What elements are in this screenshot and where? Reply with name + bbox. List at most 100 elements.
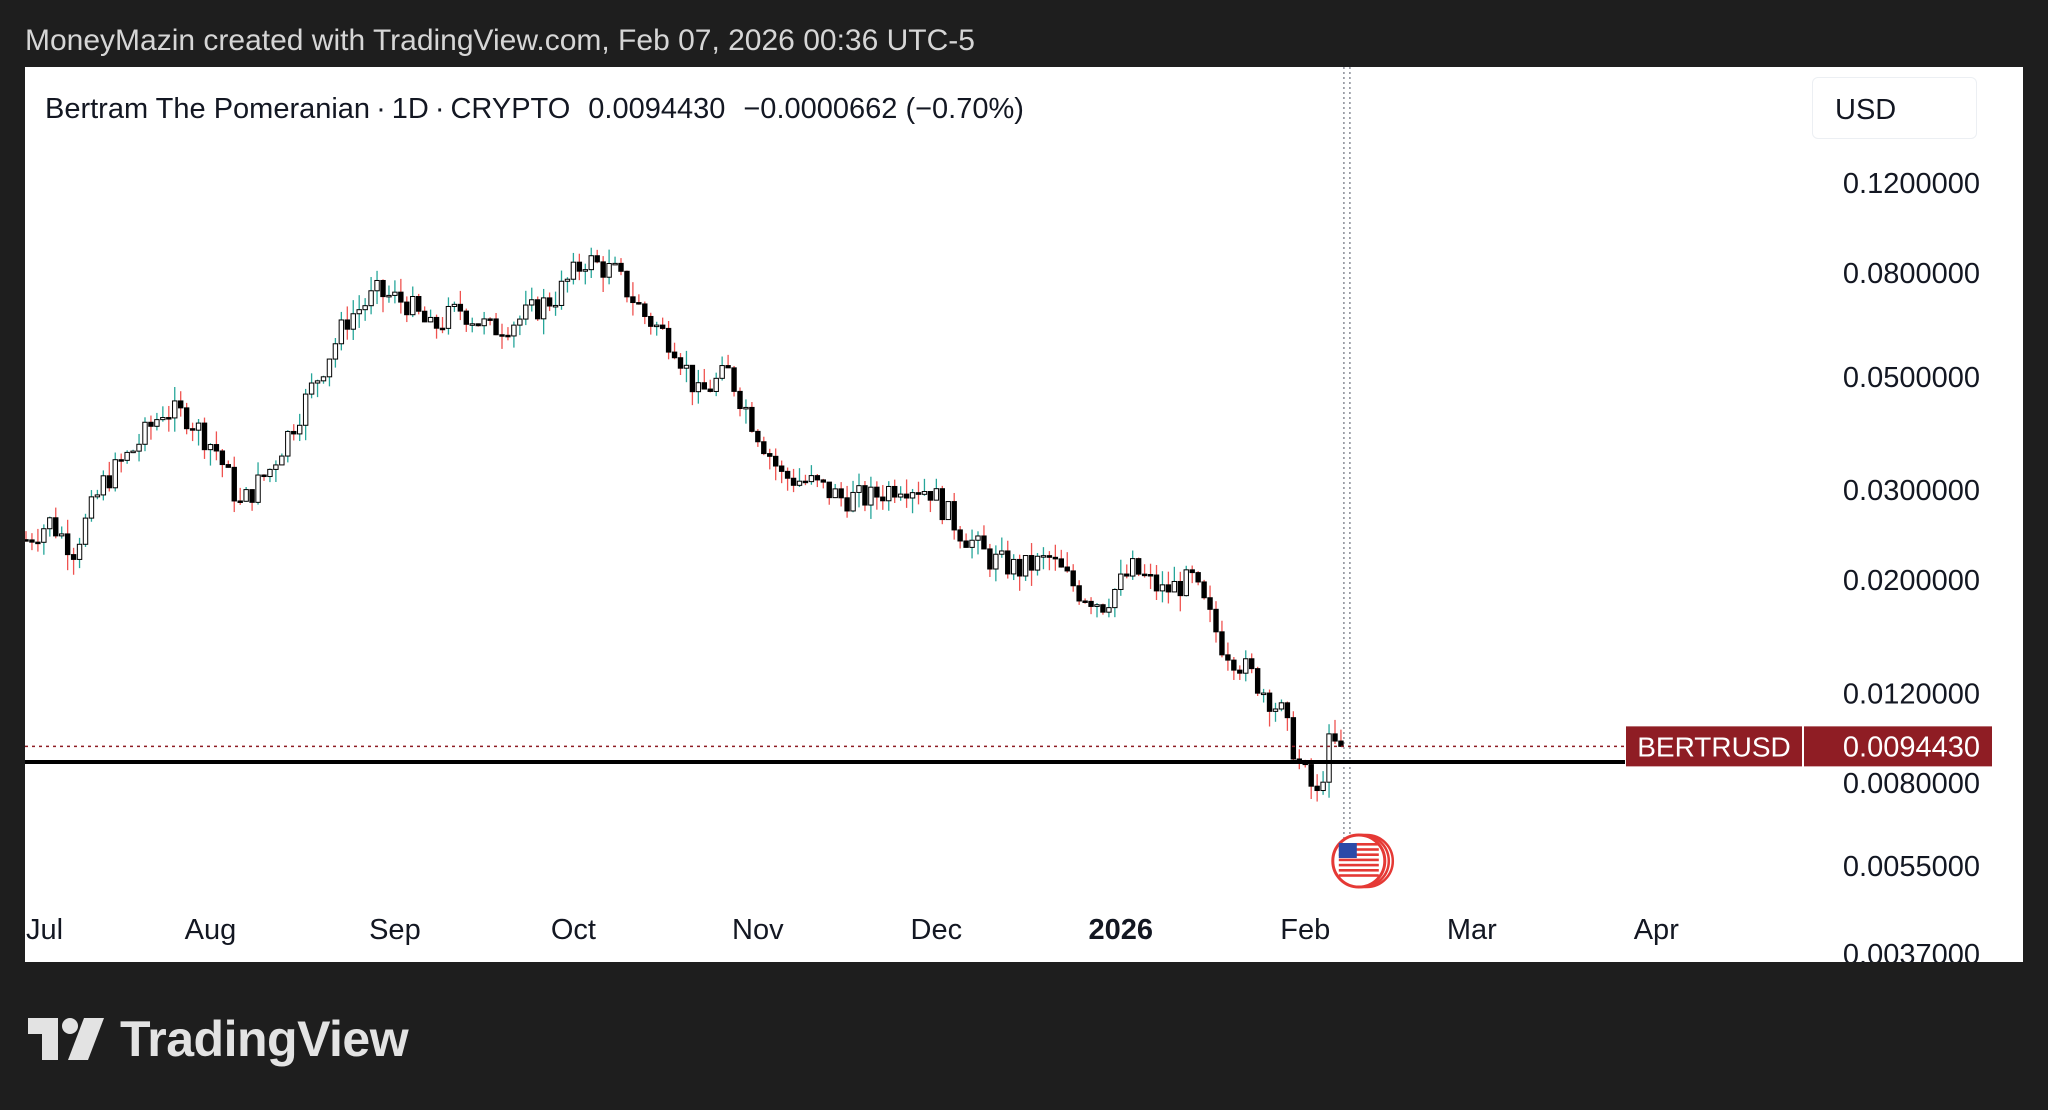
candle-body [1314, 785, 1320, 792]
candle-body [374, 279, 380, 292]
candle-body [302, 393, 309, 426]
candle-body [1308, 764, 1314, 787]
candle [808, 465, 815, 485]
candle-body [291, 430, 297, 435]
candle-body [285, 430, 291, 457]
candle-body [630, 296, 636, 304]
candle-body [939, 488, 945, 521]
candle-body [892, 485, 898, 498]
candle-body [999, 550, 1005, 555]
candle-body [1290, 717, 1297, 760]
candle-body [130, 450, 136, 454]
candle [588, 247, 594, 278]
candle [612, 256, 618, 266]
candle [796, 468, 803, 487]
candle-body [612, 262, 618, 266]
candle-body [957, 529, 963, 542]
candle [1165, 571, 1172, 604]
candle [993, 545, 999, 582]
candle [737, 387, 743, 417]
candle-body [844, 497, 850, 512]
candle [570, 252, 577, 285]
candle-body [427, 316, 434, 323]
candle [451, 301, 458, 312]
candle-body [897, 493, 904, 498]
candle-body [1189, 569, 1195, 574]
candle [582, 263, 588, 285]
candle-body [552, 304, 559, 308]
candle-body [796, 480, 803, 486]
candle [320, 375, 327, 384]
chart-panel[interactable]: 0.1200000 0.0800000 0.0500000 0.0300000 0.02… [25, 67, 2023, 962]
candle [41, 524, 47, 555]
candle [713, 372, 719, 397]
candle-body [975, 535, 981, 541]
candle [654, 321, 660, 336]
flag-stripe [1338, 869, 1379, 872]
candle [981, 525, 987, 550]
candle-body [1011, 558, 1017, 575]
candle [1290, 711, 1297, 761]
flag-stripe [1338, 853, 1379, 856]
candle [969, 529, 975, 559]
candle-body [1159, 584, 1166, 592]
candle [386, 285, 392, 303]
candle-body [1070, 570, 1076, 587]
candle [255, 462, 261, 505]
symbol-name: Bertram The Pomeranian [45, 93, 371, 125]
time-axis: Jul Aug Sep Oct Nov Dec 2026 Feb Mar Apr [26, 914, 1679, 946]
candle-body [1213, 608, 1219, 633]
candle-body [1225, 654, 1231, 661]
price-axis-label: 0.0080000 [1843, 768, 1980, 800]
candle-body [445, 305, 452, 329]
candle [927, 491, 934, 513]
candle [172, 386, 178, 432]
symbol-tag [1626, 726, 1802, 767]
price-chart[interactable]: 0.1200000 0.0800000 0.0500000 0.0300000 0.02… [25, 67, 2023, 962]
candle [481, 311, 487, 335]
chart-caption: MoneyMazin created with TradingView.com,… [25, 24, 975, 57]
candle [350, 300, 356, 340]
candle-body [326, 358, 333, 378]
candle [677, 353, 684, 376]
candle-body [237, 500, 243, 503]
candle [53, 507, 59, 539]
candle [802, 474, 809, 486]
candle-body [469, 323, 475, 326]
candle-body [380, 279, 386, 298]
candle [874, 481, 880, 510]
candle-body [909, 492, 916, 499]
candle [659, 317, 666, 330]
tradingview-logo-icon [28, 1018, 104, 1060]
price-axis-label: 0.0800000 [1843, 258, 1980, 290]
legend-separator: · [434, 93, 445, 125]
time-axis-label: Dec [911, 914, 963, 946]
currency-button[interactable]: USD [1812, 77, 1977, 139]
candle [707, 379, 713, 393]
candle-body [219, 450, 226, 466]
price-tags: BERTRUSD 0.0094430 [1626, 726, 1992, 767]
candle [82, 513, 89, 547]
candle [624, 270, 630, 303]
candle-body [350, 313, 356, 330]
candle-body [487, 318, 493, 321]
candle-body [416, 295, 422, 312]
candle-body [1124, 573, 1130, 577]
price-axis-label: 0.1200000 [1843, 168, 1980, 200]
candle [1135, 557, 1142, 577]
candle [505, 327, 511, 341]
exchange-label: CRYPTO [450, 93, 571, 125]
candle [903, 479, 910, 508]
candle-body [261, 474, 267, 478]
candle-body [1046, 555, 1053, 558]
candle [279, 453, 285, 466]
candle-body [1177, 580, 1183, 597]
candle-body [207, 444, 214, 451]
candle-body [695, 382, 702, 393]
candle [1237, 665, 1243, 680]
candle [1118, 559, 1124, 596]
candle-body [386, 294, 392, 298]
candle-body [862, 485, 868, 506]
candle-body [529, 299, 535, 306]
price-lines [25, 745, 1625, 764]
